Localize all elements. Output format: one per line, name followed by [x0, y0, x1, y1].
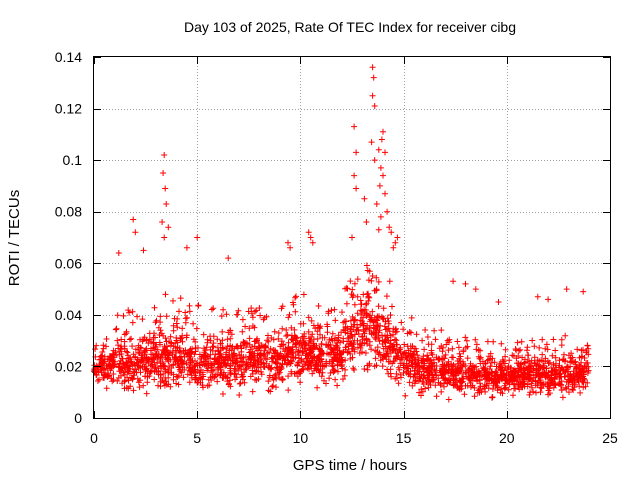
y-tick-label: 0	[74, 410, 82, 426]
x-axis-label: GPS time / hours	[293, 457, 407, 474]
x-tick-labels: 0 5 10 15 20 25	[90, 430, 618, 446]
y-axis-label: ROTI / TECUs	[6, 190, 23, 286]
axis-ticks	[94, 57, 611, 419]
x-tick-label: 10	[293, 430, 309, 446]
plot-frame	[93, 56, 611, 419]
x-tick-label: 25	[602, 430, 618, 446]
y-tick-label: 0.1	[63, 152, 83, 168]
y-tick-label: 0.14	[55, 49, 82, 65]
plus-markers	[91, 64, 592, 403]
y-tick-label: 0.12	[55, 101, 82, 117]
chart-title: Day 103 of 2025, Rate Of TEC Index for r…	[184, 19, 516, 35]
x-tick-label: 5	[193, 430, 201, 446]
x-tick-label: 0	[90, 430, 98, 446]
x-tick-label: 15	[396, 430, 412, 446]
y-tick-labels: 0 0.02 0.04 0.06 0.08 0.1 0.12 0.14	[55, 49, 82, 426]
y-tick-label: 0.08	[55, 204, 82, 220]
data-points	[91, 64, 592, 403]
y-tick-label: 0.04	[55, 307, 82, 323]
y-tick-label: 0.06	[55, 255, 82, 271]
y-tick-label: 0.02	[55, 358, 82, 374]
x-tick-label: 20	[499, 430, 515, 446]
